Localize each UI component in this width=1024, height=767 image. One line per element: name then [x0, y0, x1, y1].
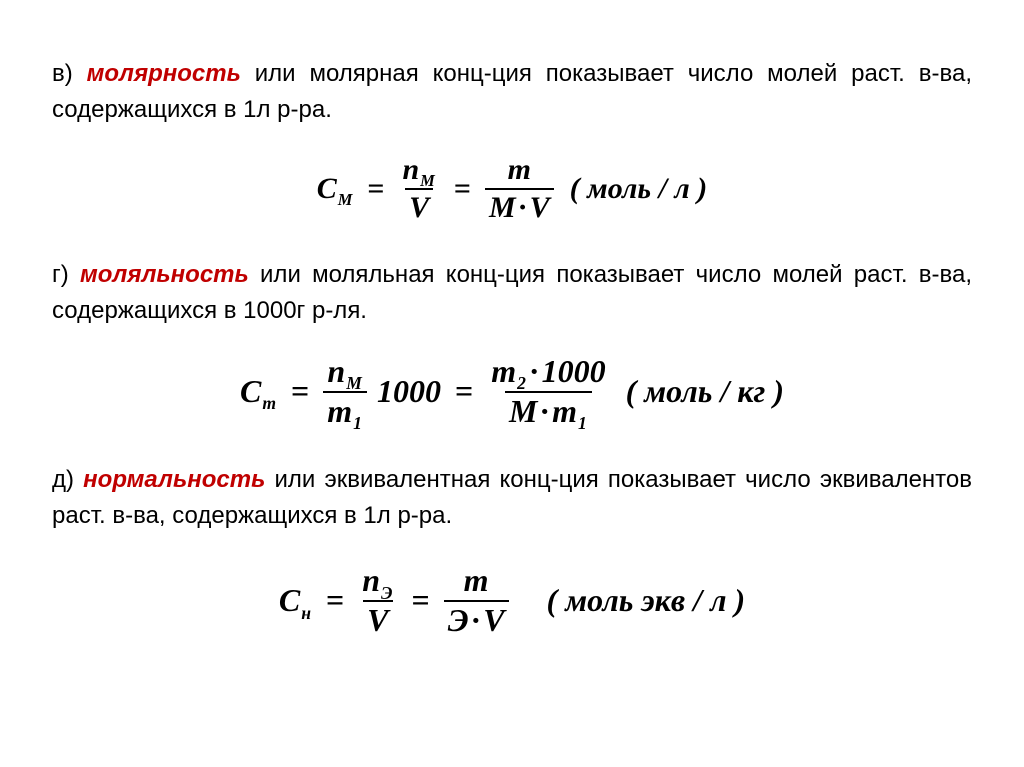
- unit-label: ( моль экв / л ): [547, 582, 746, 619]
- formula-molality-row: Cm = nМ m1 1000 = m2·1000 M·m1 ( моль / …: [52, 355, 972, 428]
- formula-molarity: CМ = nМ V = m M·V ( моль / л ): [317, 154, 708, 223]
- fraction-1: nЭ V: [358, 564, 397, 637]
- prefix: в): [52, 60, 87, 87]
- formula-normality: Cн = nЭ V = m Э·V ( моль экв / л ): [279, 564, 745, 637]
- term-normality: нормальность: [83, 466, 265, 493]
- term-molarity: молярность: [87, 60, 241, 87]
- fraction-1: nМ V: [398, 154, 439, 223]
- fraction-1: nМ m1: [323, 355, 367, 428]
- mult-1000: 1000: [377, 373, 441, 410]
- page-content: в) молярность или молярная конц-ция пока…: [0, 0, 1024, 637]
- lhs: CМ: [317, 172, 354, 206]
- fraction-2: m M·V: [485, 154, 554, 223]
- term-molality: моляльность: [80, 261, 249, 288]
- equals-sign: =: [451, 373, 477, 410]
- unit-label: ( моль / кг ): [626, 373, 784, 410]
- formula-molarity-row: CМ = nМ V = m M·V ( моль / л ): [52, 154, 972, 223]
- lhs: Cн: [279, 582, 312, 619]
- definition-molality: г) моляльность или моляльная конц-ция по…: [52, 257, 972, 329]
- definition-normality: д) нормальность или эквивалентная конц-ц…: [52, 462, 972, 534]
- fraction-2: m2·1000 M·m1: [487, 355, 609, 428]
- equals-sign: =: [407, 582, 433, 619]
- equals-sign: =: [322, 582, 348, 619]
- prefix: г): [52, 261, 80, 288]
- fraction-2: m Э·V: [444, 564, 509, 637]
- formula-normality-row: Cн = nЭ V = m Э·V ( моль экв / л ): [52, 564, 972, 637]
- definition-molarity: в) молярность или молярная конц-ция пока…: [52, 56, 972, 128]
- formula-molality: Cm = nМ m1 1000 = m2·1000 M·m1 ( моль / …: [240, 355, 784, 428]
- lhs: Cm: [240, 373, 277, 410]
- prefix: д): [52, 466, 83, 493]
- equals-sign: =: [287, 373, 313, 410]
- equals-sign: =: [363, 172, 388, 206]
- equals-sign: =: [450, 172, 475, 206]
- unit-label: ( моль / л ): [570, 172, 708, 206]
